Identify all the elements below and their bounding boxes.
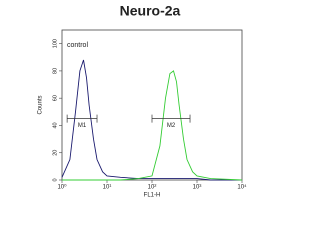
x-tick-label: 10⁰ — [57, 184, 67, 191]
histogram-line — [61, 59, 242, 181]
x-tick-label: 10² — [148, 185, 157, 191]
y-axis-label: Counts — [38, 95, 44, 114]
x-axis-label: FL1-H — [144, 193, 161, 199]
x-tick-label: 10¹ — [103, 185, 112, 191]
gate-label: M2 — [167, 123, 176, 129]
x-tick-label: 10³ — [193, 185, 202, 191]
y-tick-label: 80 — [52, 68, 58, 74]
chart-title: Neuro-2a — [120, 3, 181, 19]
y-tick-label: 0 — [52, 178, 58, 181]
y-tick-label: 100 — [52, 39, 58, 48]
gate-label: M1 — [78, 123, 87, 129]
page: Neuro-2a FL1-H Counts control 0 20 40 60 80 1… — [37, 2, 248, 199]
y-tick-label: 40 — [52, 122, 58, 128]
y-tick-label: 20 — [52, 150, 58, 156]
x-tick-label: 10⁴ — [237, 184, 247, 191]
chart: Neuro-2a FL1-H Counts control 0 20 40 60 80 1… — [38, 3, 247, 199]
annotation: control — [67, 42, 88, 49]
y-tick-label: 60 — [52, 95, 58, 101]
histogram-line — [62, 70, 243, 181]
